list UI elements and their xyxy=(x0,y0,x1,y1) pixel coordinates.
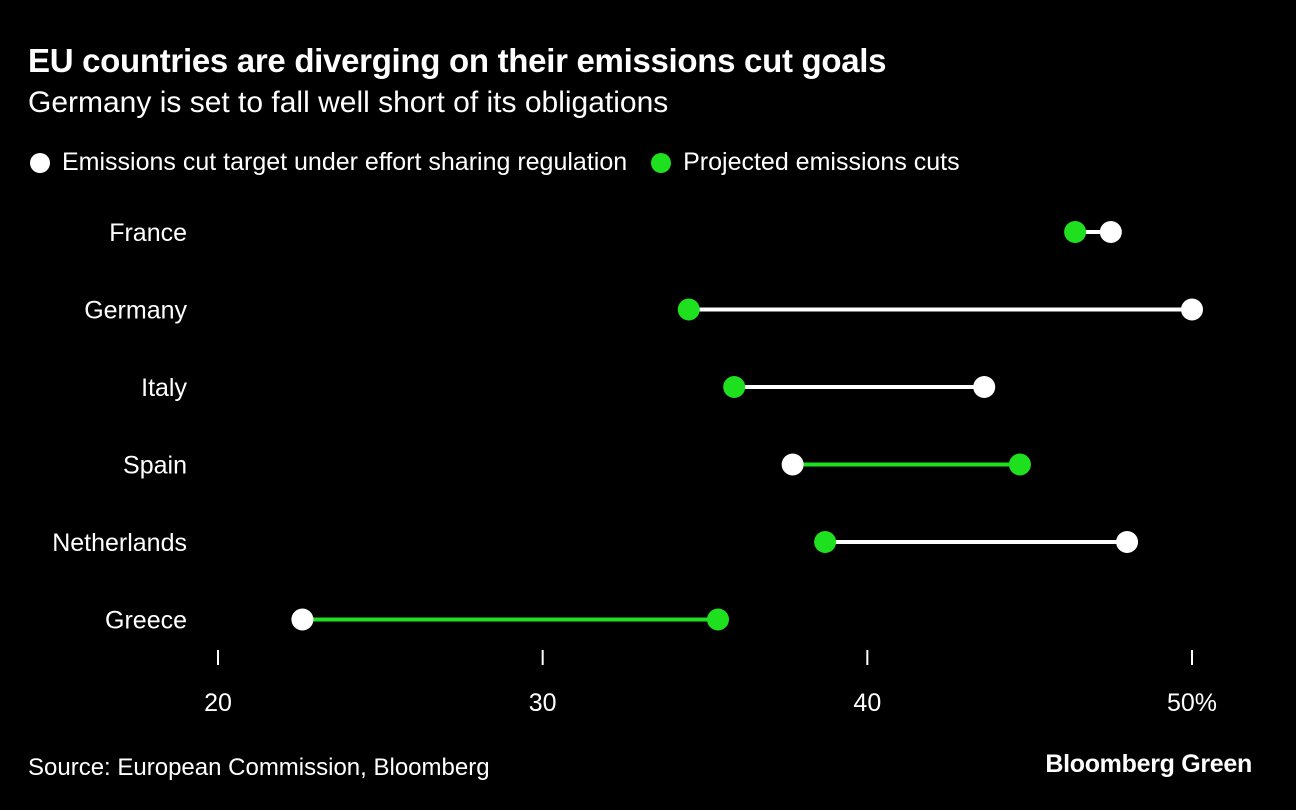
projected-point-netherlands xyxy=(814,531,837,553)
chart-title: EU countries are diverging on their emis… xyxy=(28,42,887,79)
projected-point-france xyxy=(1064,221,1087,243)
row-label-germany: Germany xyxy=(84,297,187,325)
target-point-germany xyxy=(1181,298,1203,321)
target-point-netherlands xyxy=(1116,531,1139,553)
row-label-france: France xyxy=(109,219,187,247)
legend-target-label: Emissions cut target under effort sharin… xyxy=(62,148,628,176)
brand-logo: Bloomberg Green xyxy=(1045,750,1252,778)
target-point-greece xyxy=(291,608,314,631)
projected-point-spain xyxy=(1008,453,1031,476)
target-point-italy xyxy=(973,376,996,398)
x-tick-label-50: 50% xyxy=(1167,689,1217,717)
source-note: Source: European Commission, Bloomberg xyxy=(28,754,490,781)
x-tick-label-40: 40 xyxy=(853,689,881,717)
chart-subtitle: Germany is set to fall well short of its… xyxy=(28,86,669,119)
x-tick-label-20: 20 xyxy=(204,689,232,717)
projected-point-germany xyxy=(677,298,700,321)
x-tick-label-30: 30 xyxy=(529,689,557,717)
row-label-greece: Greece xyxy=(105,607,187,635)
legend-item-target: Emissions cut target under effort sharin… xyxy=(30,148,627,177)
legend-item-projected: Projected emissions cuts xyxy=(651,148,960,177)
legend: Emissions cut target under effort sharin… xyxy=(30,148,984,177)
row-label-italy: Italy xyxy=(141,374,187,402)
legend-projected-label: Projected emissions cuts xyxy=(683,148,960,176)
legend-projected-dot-icon xyxy=(651,152,672,173)
target-point-france xyxy=(1099,221,1122,243)
legend-target-dot-icon xyxy=(30,152,50,173)
projected-point-italy xyxy=(723,376,746,398)
row-label-netherlands: Netherlands xyxy=(52,529,187,557)
row-label-spain: Spain xyxy=(123,452,187,480)
projected-point-greece xyxy=(706,608,729,631)
dumbbell-chart: France Germany Italy Spain Netherlands Greece… xyxy=(52,219,1217,717)
target-point-spain xyxy=(781,453,804,476)
